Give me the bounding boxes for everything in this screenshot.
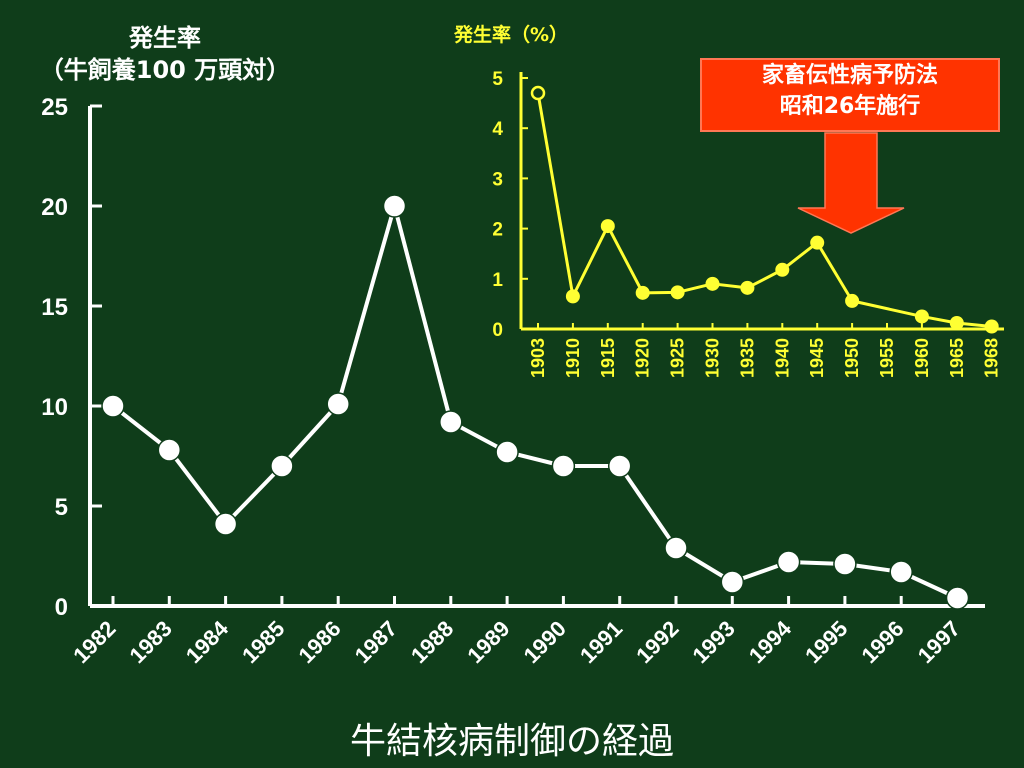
main-data-point [326,392,350,416]
main-data-point [101,394,125,418]
inset-x-tick-label: 1920 [633,338,653,378]
main-data-point [382,194,407,218]
inset-data-point [914,309,929,324]
main-y-axis-label-line1: 発生率 [129,24,201,52]
main-data-point [439,410,463,434]
main-data-point [551,454,576,478]
inset-x-tick-label: 1968 [982,338,1002,378]
inset-data-point [565,289,580,304]
callout-line-1: 家畜伝性病予防法 [761,63,938,88]
main-data-point [607,454,632,478]
inset-data-point-open [530,85,546,101]
main-data-point [720,570,745,594]
inset-y-tick-label: 0 [492,320,503,341]
inset-y-tick-label: 3 [492,169,503,190]
callout-line-2: 昭和26年施行 [779,94,921,119]
inset-data-point [984,319,999,334]
main-y-tick-label: 20 [41,194,68,221]
main-y-axis-label-line2: （牛飼養100 万頭対） [39,56,291,84]
main-y-tick-label: 5 [55,494,68,521]
main-data-point [157,438,182,462]
inset-y-tick-label: 4 [492,119,503,140]
inset-y-tick-label: 2 [492,220,503,241]
inset-data-point [740,280,755,295]
inset-y-axis-label: 発生率（%） [454,24,569,46]
inset-x-tick-label: 1903 [528,338,548,378]
law-callout-box: 家畜伝性病予防法 昭和26年施行 [700,58,1000,132]
main-y-tick-label: 0 [55,594,68,621]
inset-x-tick-label: 1915 [598,338,618,378]
main-data-point [270,454,294,478]
inset-data-point [635,285,650,300]
inset-x-tick-label: 1925 [668,338,688,378]
callout-arrow-icon [797,132,905,234]
slide-title: 牛結核病制御の経過 [349,721,674,762]
inset-data-point [775,262,790,277]
main-y-tick-label: 25 [41,94,68,121]
inset-x-tick-label: 1965 [947,338,967,378]
main-data-point [495,440,519,464]
main-data-point [833,552,857,576]
inset-x-tick-label: 1940 [772,338,792,378]
main-data-point [664,536,688,560]
inset-data-point [670,285,685,300]
inset-data-point [705,276,720,291]
inset-x-tick-label: 1955 [877,338,897,378]
main-data-point [945,586,970,610]
inset-y-tick-label: 1 [492,270,503,291]
inset-data-point [600,219,615,234]
inset-x-tick-label: 1960 [912,338,932,378]
inset-data-point [810,235,825,250]
inset-x-tick-label: 1950 [842,338,862,378]
main-y-tick-label: 10 [41,394,68,421]
main-y-tick-label: 15 [41,294,68,321]
inset-x-tick-label: 1910 [563,338,583,378]
inset-x-tick-label: 1935 [737,338,757,378]
inset-data-point [845,293,860,308]
inset-x-tick-label: 1930 [703,338,723,378]
inset-x-tick-label: 1945 [807,338,827,378]
inset-y-tick-label: 5 [492,69,503,90]
main-data-point [776,550,801,574]
inset-data-point [949,315,964,330]
main-series-line [111,204,959,600]
main-y-axis-label: 発生率 （牛飼養100 万頭対） [20,22,310,86]
main-data-point [213,512,238,536]
main-data-point [889,560,913,584]
